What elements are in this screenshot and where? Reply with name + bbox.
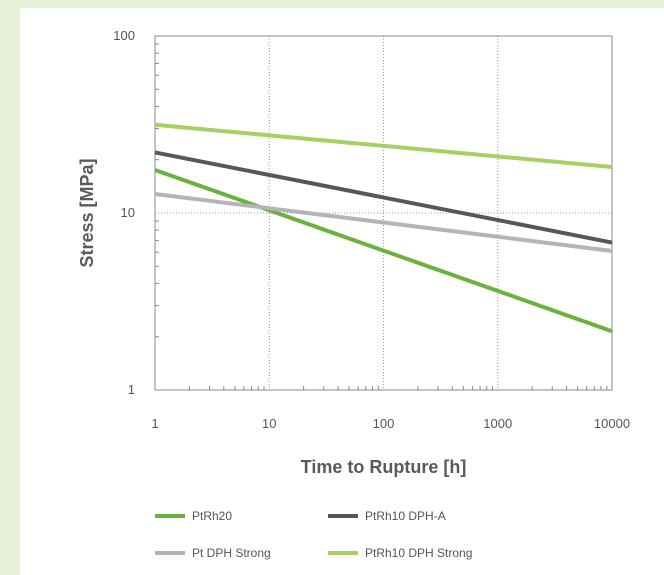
plot-area [154,35,613,391]
x-tick-label: 1000 [483,416,512,431]
legend: PtRh20 PtRh10 DPH-A Pt DPH Strong PtRh10 DP… [155,509,472,560]
series-line [154,192,613,253]
tick-labels: 1 10 100 1000 10000 1 10 100 [113,28,630,431]
x-tick-label: 100 [373,416,395,431]
minor-ticks [155,43,608,390]
x-tick-label: 10000 [594,416,630,431]
legend-label: PtRh10 DPH-A [365,509,446,523]
legend-label: Pt DPH Strong [192,546,271,560]
y-tick-label: 1 [128,382,135,397]
y-tick-label: 10 [121,205,135,220]
x-tick-label: 10 [262,416,276,431]
legend-label: PtRh10 DPH Strong [365,546,472,560]
y-tick-label: 100 [113,28,135,43]
series-line [154,122,613,169]
series-line [154,150,613,245]
grid [155,36,612,390]
legend-label: PtRh20 [192,509,232,523]
x-tick-label: 1 [151,416,158,431]
series-line [154,168,613,334]
series-lines [154,122,613,334]
chart-panel [20,8,664,575]
x-axis-title: Time to Rupture [h] [301,457,467,477]
y-axis-title: Stress [MPa] [77,158,97,267]
